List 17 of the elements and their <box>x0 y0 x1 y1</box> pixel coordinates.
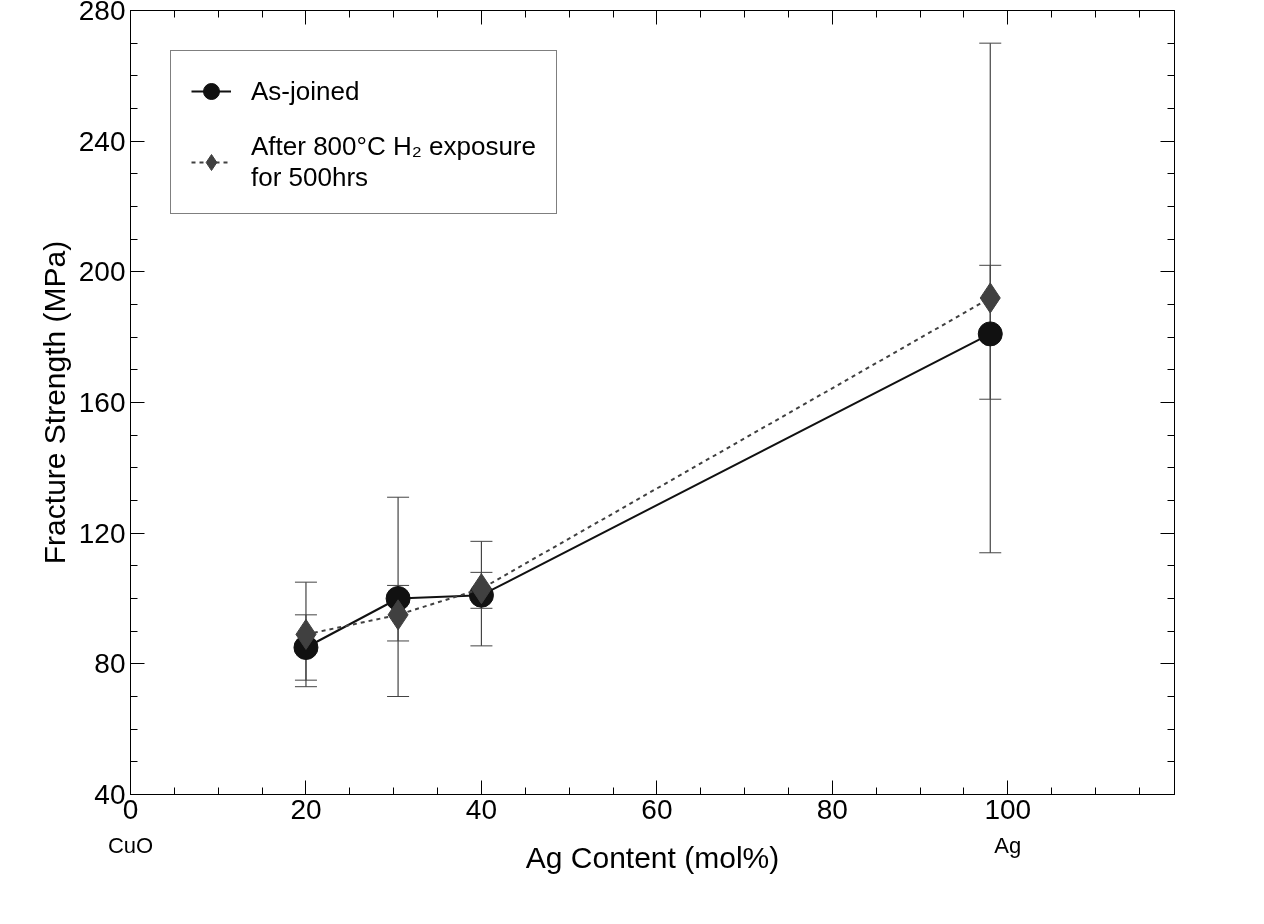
x-axis-title: Ag Content (mol%) <box>525 840 780 874</box>
legend-label: As-joined <box>251 75 360 107</box>
x-tick-label: 80 <box>816 793 848 825</box>
y-tick-label: 80 <box>94 648 126 680</box>
x-tick-label: 60 <box>641 793 673 825</box>
y-tick-label: 200 <box>78 256 126 288</box>
text: CuO <box>107 832 154 858</box>
legend-label: After 800°C H₂ exposure for 500hrs <box>251 131 536 193</box>
x-tick-label: 20 <box>290 793 322 825</box>
y-axis-title: Fracture Strength (MPa) <box>37 240 71 565</box>
x-tick-label: 100 <box>984 793 1032 825</box>
y-tick-label: 120 <box>78 517 126 549</box>
x-tick-label: 40 <box>465 793 498 825</box>
y-tick-label: 240 <box>78 125 126 157</box>
text: Ag <box>994 832 1022 858</box>
y-tick-label: 280 <box>78 0 126 26</box>
y-tick-label: 160 <box>78 387 126 418</box>
